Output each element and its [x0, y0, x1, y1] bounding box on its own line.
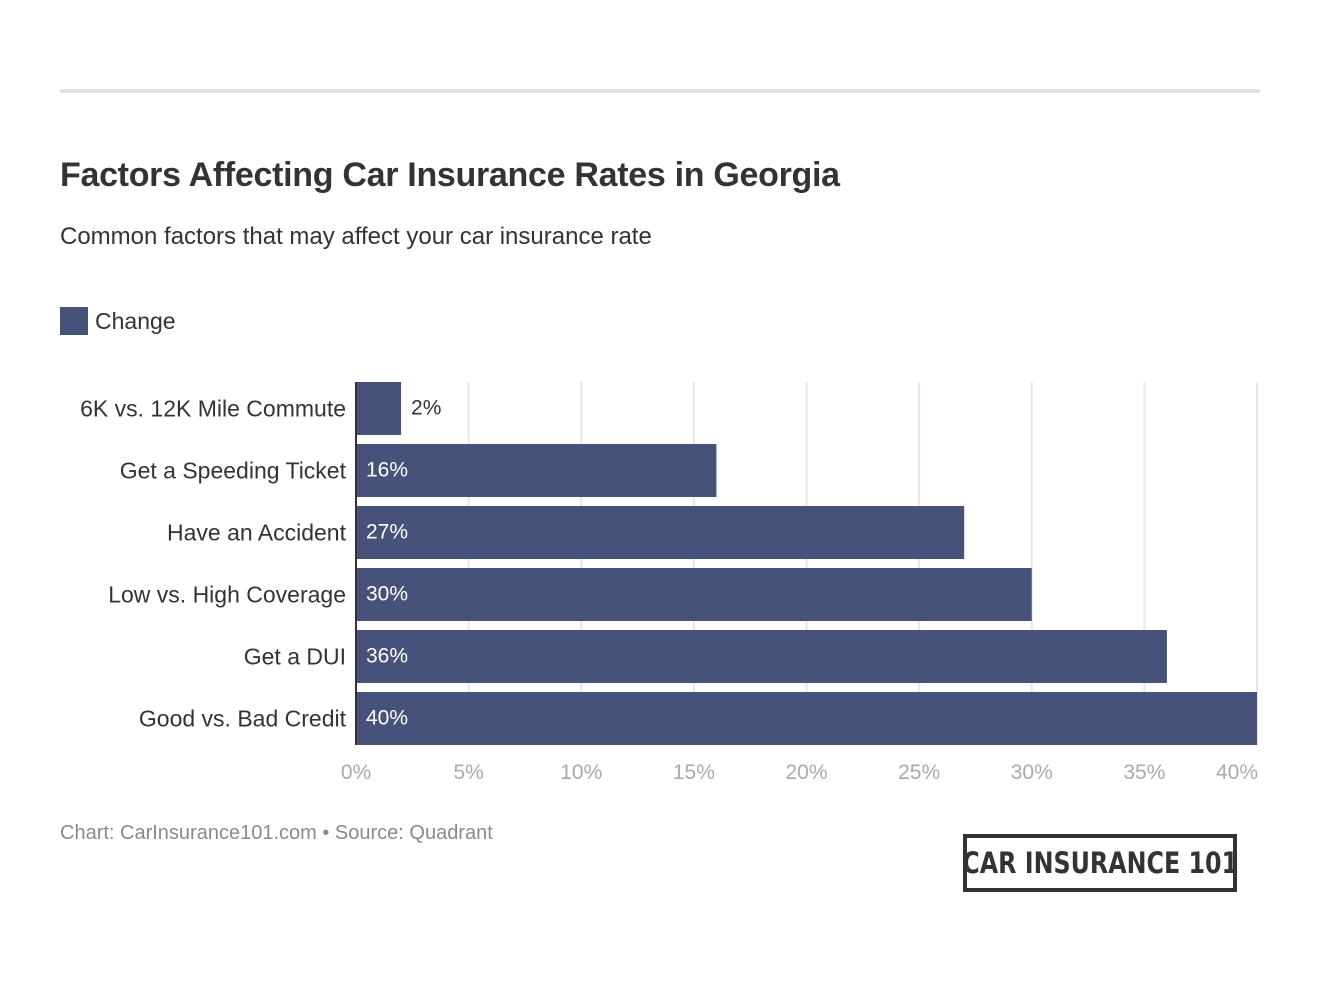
bar[interactable] — [356, 506, 965, 559]
x-tick-label: 35% — [1123, 761, 1165, 784]
legend: Change — [60, 307, 176, 335]
category-label: Low vs. High Coverage — [108, 582, 346, 608]
bar[interactable] — [356, 692, 1257, 745]
data-label: 40% — [366, 707, 408, 730]
x-tick-label: 20% — [785, 761, 827, 784]
x-tick-label: 10% — [560, 761, 602, 784]
bar[interactable] — [356, 630, 1167, 683]
chart-credit: Chart: CarInsurance101.com • Source: Qua… — [60, 822, 493, 844]
chart-subtitle: Common factors that may affect your car … — [60, 223, 652, 250]
x-tick-label: 30% — [1011, 761, 1053, 784]
category-label: Get a DUI — [244, 644, 346, 670]
x-tick-label: 15% — [673, 761, 715, 784]
brand-logo-text: CAR INSURANCE 101 — [962, 846, 1238, 880]
data-label: 30% — [366, 583, 408, 606]
bar[interactable] — [356, 444, 717, 497]
data-label: 36% — [366, 645, 408, 668]
x-tick-label: 5% — [453, 761, 483, 784]
legend-label: Change — [95, 307, 176, 334]
x-tick-label: 40% — [1216, 761, 1258, 784]
chart-title: Factors Affecting Car Insurance Rates in… — [60, 156, 840, 194]
data-label: 2% — [411, 397, 441, 420]
top-divider — [60, 89, 1260, 93]
bar[interactable] — [356, 568, 1032, 621]
data-label: 27% — [366, 521, 408, 544]
data-label: 16% — [366, 459, 408, 482]
category-label: 6K vs. 12K Mile Commute — [80, 396, 346, 422]
brand-logo[interactable]: CAR INSURANCE 101 — [962, 834, 1238, 892]
bar[interactable] — [356, 382, 402, 435]
category-label: Get a Speeding Ticket — [120, 458, 347, 484]
category-label: Good vs. Bad Credit — [139, 706, 347, 732]
legend-swatch — [60, 307, 88, 335]
category-label: Have an Accident — [167, 520, 347, 546]
x-tick-label: 25% — [898, 761, 940, 784]
x-tick-label: 0% — [341, 761, 371, 784]
